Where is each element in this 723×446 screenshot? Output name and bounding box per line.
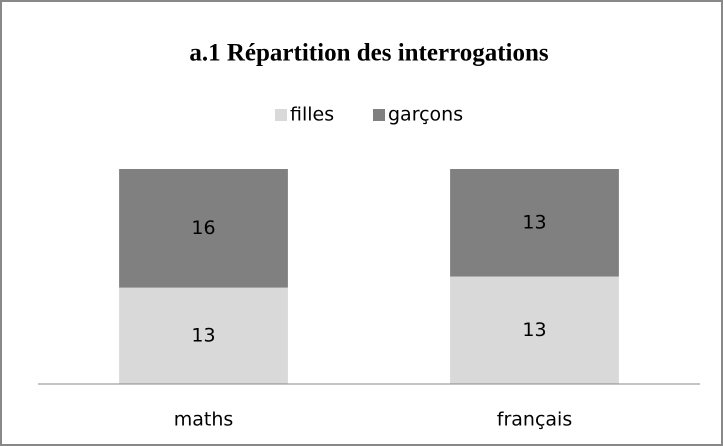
data-label: 16 xyxy=(191,217,215,239)
chart-title: a.1 Répartition des interrogations xyxy=(189,40,549,67)
legend-label: filles xyxy=(290,104,334,126)
data-label: 13 xyxy=(522,211,546,233)
bar-segment xyxy=(450,276,619,384)
legend-swatch xyxy=(373,109,385,121)
bar-segment xyxy=(450,169,619,277)
bar-segment xyxy=(119,169,288,288)
bar-segment xyxy=(119,287,288,384)
data-label: 13 xyxy=(522,319,546,341)
legend-label: garçons xyxy=(388,104,463,126)
legend-swatch xyxy=(275,109,287,121)
data-label: 13 xyxy=(191,324,215,346)
x-tick-label: français xyxy=(497,409,572,431)
x-tick-label: maths xyxy=(174,409,234,431)
